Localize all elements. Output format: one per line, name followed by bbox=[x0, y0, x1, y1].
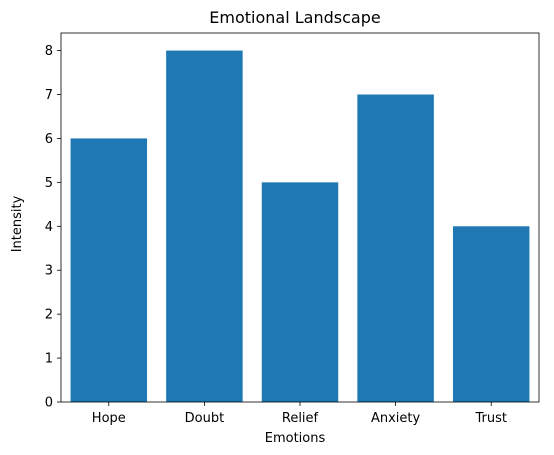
chart-title: Emotional Landscape bbox=[209, 8, 380, 27]
y-tick-label-0: 0 bbox=[45, 396, 53, 411]
y-tick-label-1: 1 bbox=[45, 352, 53, 367]
bar-trust bbox=[452, 226, 530, 402]
x-tick-label-doubt: Doubt bbox=[185, 411, 225, 426]
bar-hope bbox=[70, 138, 148, 402]
y-tick-label-2: 2 bbox=[45, 308, 53, 323]
y-tick-label-8: 8 bbox=[45, 44, 53, 59]
bar-anxiety bbox=[357, 94, 434, 402]
y-tick-label-7: 7 bbox=[45, 88, 53, 103]
y-tick-label-5: 5 bbox=[45, 176, 53, 191]
bar-relief bbox=[261, 182, 339, 402]
y-tick-label-3: 3 bbox=[45, 264, 53, 279]
axes-frame bbox=[60, 32, 540, 403]
x-tick-label-hope: Hope bbox=[92, 411, 126, 426]
x-tick-label-trust: Trust bbox=[474, 411, 506, 426]
plot-area: Hope Doubt Relief Anxiety Trust 0 1 2 3 4 5 6 7 8 bbox=[45, 32, 540, 426]
x-tick-label-relief: Relief bbox=[282, 411, 319, 426]
y-tick-label-6: 6 bbox=[45, 132, 53, 147]
y-tick-label-4: 4 bbox=[45, 220, 53, 235]
bar-doubt bbox=[166, 50, 243, 402]
x-axis-label: Emotions bbox=[265, 431, 326, 446]
y-axis-label: Intensity bbox=[10, 195, 25, 252]
x-tick-label-anxiety: Anxiety bbox=[371, 411, 421, 426]
